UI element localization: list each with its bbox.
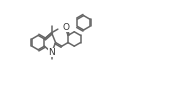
Text: N: N	[48, 48, 55, 57]
Text: O: O	[62, 23, 69, 32]
